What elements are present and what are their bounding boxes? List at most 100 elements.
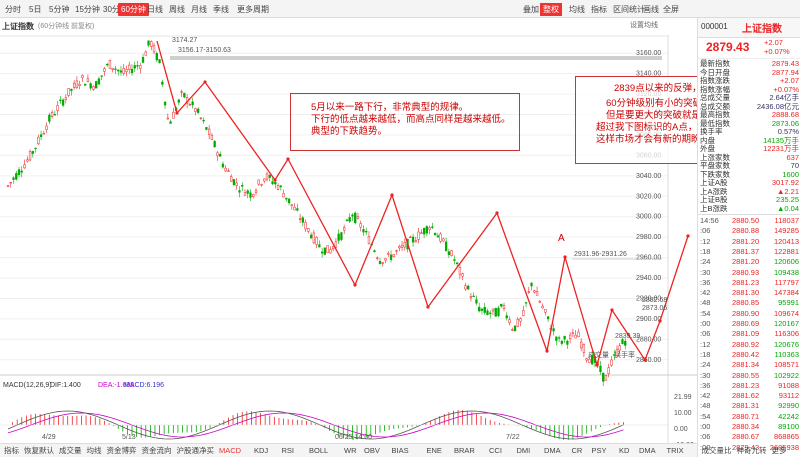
candle-body — [343, 227, 346, 231]
tick-row: :00 2879.43 2685938 — [698, 443, 800, 453]
candle-body — [568, 334, 572, 339]
candle-body — [194, 108, 197, 112]
candle-body — [128, 64, 131, 70]
chart-canvas: 3160.003140.003120.003100.003080.003060.… — [0, 35, 697, 449]
candle-body — [243, 192, 247, 196]
candle-body — [285, 197, 288, 200]
indicator-tab[interactable]: BOLL — [309, 446, 329, 455]
candle-body — [301, 217, 304, 223]
indicator-tab[interactable]: DMA — [544, 446, 561, 455]
tick-time: :06 — [700, 432, 711, 442]
stock-code: 000001 — [701, 22, 728, 31]
candle-body — [450, 250, 453, 256]
quote-row-value: 3017.92 — [771, 178, 799, 187]
indicator-tab[interactable]: 沪股通净买 — [176, 446, 215, 455]
stock-name: 上证指数 — [742, 24, 782, 35]
tick-row: :18 2880.42 110363 — [698, 350, 800, 360]
candle-body — [72, 82, 76, 88]
annotation-line: 2839点以来的反弹， — [614, 83, 702, 94]
candle-body — [196, 108, 200, 113]
indicator-tab[interactable]: DMA — [639, 446, 656, 455]
indicator-tab[interactable]: KDJ — [254, 446, 269, 455]
macd-legend-item: DIF:1.400 — [50, 382, 81, 389]
candle-body — [213, 140, 216, 148]
candle-body — [535, 291, 539, 296]
tab-60min[interactable]: 60分钟 — [118, 3, 149, 16]
tick-time: :06 — [700, 329, 711, 339]
tab-day[interactable]: 日线 — [147, 5, 163, 14]
quote-row-label: 内盘 — [700, 135, 715, 145]
candle-body — [161, 81, 164, 85]
candle-body — [241, 184, 244, 187]
candle-body — [67, 88, 70, 96]
tab-5day[interactable]: 5日 — [29, 5, 42, 14]
draw-line-button[interactable]: 画线 — [643, 5, 659, 14]
trend-point — [595, 363, 599, 367]
indicator-tab[interactable]: 神奇九转 — [736, 446, 767, 455]
indicator-tab[interactable]: ENE — [426, 446, 442, 455]
indicator-button[interactable]: 指标 — [591, 5, 607, 14]
dea-line — [7, 412, 624, 438]
tick-time: :30 — [700, 267, 711, 277]
tab-more-periods[interactable]: 更多周期 — [237, 5, 269, 14]
price-tick-label: 3040.00 — [636, 173, 661, 180]
indicator-tab[interactable]: RSI — [281, 446, 295, 455]
trend-point — [273, 178, 277, 182]
tick-volume: 109674 — [773, 308, 799, 318]
range-stats-button[interactable]: 区间统计 — [613, 5, 645, 14]
tab-season[interactable]: 季线 — [213, 5, 229, 14]
candle-body — [398, 246, 401, 249]
tick-volume: 93112 — [778, 391, 799, 401]
annotation-line: 60分钟级别有小的突破， — [606, 98, 712, 109]
tick-list[interactable]: 14:56 2880.50 118037:06 2880.88 149285:12 288… — [698, 214, 800, 457]
candle-body — [511, 329, 514, 331]
indicator-tab[interactable]: 指标 — [4, 446, 19, 455]
tab-month[interactable]: 月线 — [191, 5, 207, 14]
candle-body — [252, 194, 255, 198]
indicator-tab[interactable]: 成交量比 — [701, 446, 732, 455]
indicator-tab[interactable]: 成交量 — [59, 446, 82, 455]
indicator-tab[interactable]: 均线 — [86, 446, 102, 455]
candle-body — [334, 241, 338, 248]
candle-body — [221, 163, 225, 168]
indicator-tab[interactable]: OBV — [364, 446, 380, 455]
indicator-tab[interactable]: DMI — [516, 446, 531, 455]
tab-fenshi[interactable]: 分时 — [5, 5, 21, 14]
trend-point — [203, 80, 207, 84]
candle-body — [230, 176, 233, 182]
indicator-tab[interactable]: CR — [571, 446, 583, 455]
indicator-tab[interactable]: KD — [619, 446, 630, 455]
indicator-tab[interactable]: 更多 — [771, 446, 787, 455]
tick-row: :54 2880.90 109674 — [698, 309, 800, 319]
indicator-tab[interactable]: 资金流向 — [141, 446, 172, 455]
tab-15min[interactable]: 15分钟 — [75, 5, 100, 14]
candle-body — [376, 257, 379, 259]
indicator-tab[interactable]: BRAR — [454, 446, 475, 455]
tick-price: 2881.34 — [732, 360, 760, 370]
tick-volume: 120606 — [773, 257, 799, 267]
adjust-button[interactable]: 整权 — [540, 3, 562, 16]
indicator-tab[interactable]: PSY — [591, 446, 607, 455]
kline-chart[interactable]: 3160.003140.003120.003100.003080.003060.… — [0, 22, 697, 449]
tab-30min[interactable]: 30分钟 — [103, 5, 128, 14]
ma-button[interactable]: 均线 — [569, 5, 585, 14]
tab-week[interactable]: 周线 — [169, 5, 185, 14]
indicator-tab[interactable]: WR — [344, 446, 357, 455]
candle-body — [141, 57, 145, 63]
fullscreen-button[interactable]: 全屏 — [663, 5, 679, 14]
overlay-button[interactable]: 叠加 — [523, 5, 539, 14]
indicator-tab[interactable]: 恢复默认 — [24, 446, 54, 455]
candle-body — [17, 169, 21, 176]
indicator-tab[interactable]: TRIX — [666, 446, 684, 455]
ma-settings-link[interactable]: 设置均线 — [630, 22, 658, 29]
tab-5min[interactable]: 5分钟 — [49, 5, 70, 14]
indicator-tab[interactable]: 资金博弈 — [106, 446, 137, 455]
candle-body — [387, 252, 390, 255]
quote-row-label: 上涨家数 — [700, 152, 730, 162]
candle-body — [323, 247, 327, 255]
indicator-tab[interactable]: CCI — [489, 446, 502, 455]
indicator-tab[interactable]: MACD — [219, 446, 242, 455]
tick-time: :36 — [700, 277, 711, 287]
candle-body — [400, 245, 404, 248]
indicator-tab[interactable]: BIAS — [391, 446, 409, 455]
